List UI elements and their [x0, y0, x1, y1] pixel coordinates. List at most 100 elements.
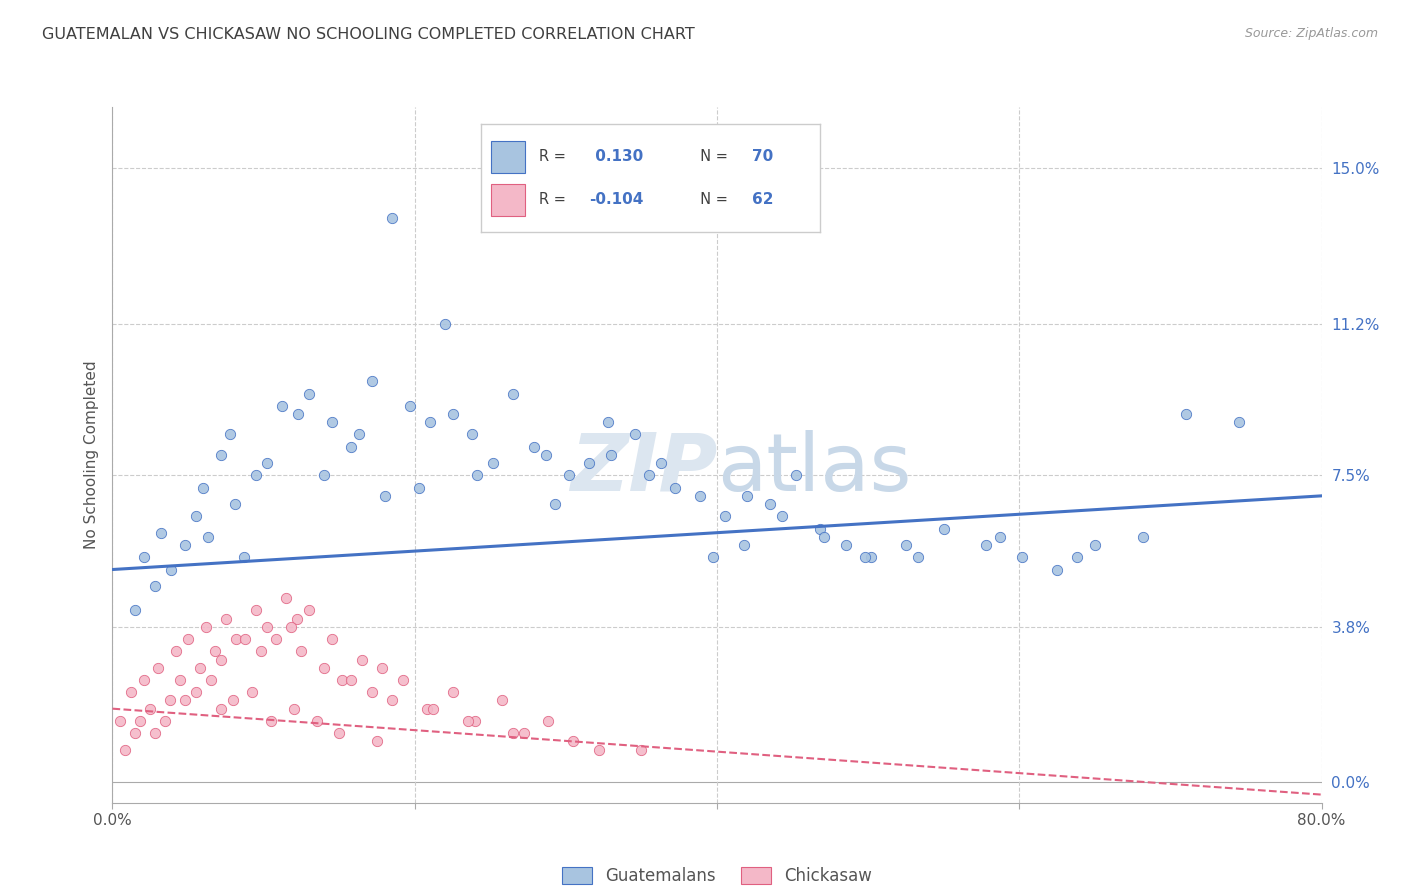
Point: [457, 714, 479, 728]
Point: [298, 386, 321, 401]
Point: [598, 415, 620, 429]
Point: [233, 550, 256, 565]
Point: [191, 481, 215, 495]
Point: [276, 591, 298, 606]
Point: [465, 468, 488, 483]
Point: [860, 550, 883, 565]
Point: [366, 734, 388, 748]
Point: [512, 726, 534, 740]
Point: [330, 673, 353, 687]
Point: [502, 726, 524, 740]
Point: [314, 468, 336, 483]
Point: [139, 701, 162, 715]
Point: [1132, 530, 1154, 544]
Point: [391, 673, 413, 687]
Point: [114, 742, 136, 756]
Point: [155, 714, 177, 728]
Point: [1227, 415, 1250, 429]
Point: [381, 693, 404, 707]
Point: [422, 701, 444, 715]
Point: [1046, 562, 1069, 576]
Point: [285, 612, 308, 626]
Y-axis label: No Schooling Completed: No Schooling Completed: [83, 360, 98, 549]
Point: [1174, 407, 1197, 421]
Point: [733, 538, 755, 552]
Point: [1011, 550, 1033, 565]
Point: [195, 620, 218, 634]
Point: [491, 693, 513, 707]
Point: [197, 530, 219, 544]
Point: [974, 538, 997, 552]
Point: [264, 632, 287, 646]
Point: [290, 644, 312, 658]
Point: [240, 685, 263, 699]
Point: [120, 685, 142, 699]
Point: [347, 427, 370, 442]
Point: [305, 714, 328, 728]
Point: [215, 612, 238, 626]
Point: [146, 661, 169, 675]
Legend: Guatemalans, Chickasaw: Guatemalans, Chickasaw: [562, 867, 872, 885]
Point: [209, 701, 232, 715]
Point: [894, 538, 917, 552]
Point: [350, 652, 373, 666]
Point: [370, 661, 392, 675]
Point: [813, 530, 835, 544]
Point: [381, 211, 404, 225]
Point: [245, 468, 267, 483]
Point: [159, 693, 181, 707]
Point: [235, 632, 257, 646]
Point: [562, 734, 585, 748]
Point: [537, 714, 560, 728]
Point: [808, 522, 831, 536]
Point: [287, 407, 309, 421]
Point: [280, 620, 302, 634]
Point: [224, 497, 246, 511]
Point: [630, 742, 652, 756]
Point: [134, 550, 156, 565]
Point: [124, 726, 146, 740]
Point: [321, 632, 343, 646]
Point: [328, 726, 350, 740]
Point: [461, 427, 484, 442]
Point: [737, 489, 759, 503]
Point: [222, 693, 245, 707]
Point: [558, 468, 581, 483]
Point: [689, 489, 711, 503]
Point: [340, 673, 363, 687]
Point: [1084, 538, 1107, 552]
Point: [124, 603, 146, 617]
Point: [664, 481, 686, 495]
Point: [702, 550, 724, 565]
Point: [434, 317, 457, 331]
Point: [988, 530, 1011, 544]
Point: [588, 742, 610, 756]
Point: [321, 415, 343, 429]
Point: [149, 525, 172, 540]
Point: [256, 620, 278, 634]
Point: [464, 714, 486, 728]
Point: [184, 685, 207, 699]
Point: [177, 632, 200, 646]
Point: [108, 714, 131, 728]
Text: Source: ZipAtlas.com: Source: ZipAtlas.com: [1244, 27, 1378, 40]
Point: [174, 693, 197, 707]
Point: [184, 509, 207, 524]
Point: [209, 448, 232, 462]
Point: [204, 644, 226, 658]
Point: [408, 481, 430, 495]
Point: [143, 726, 166, 740]
Point: [482, 456, 505, 470]
Point: [441, 407, 464, 421]
Point: [270, 399, 292, 413]
Point: [260, 714, 283, 728]
Point: [361, 685, 384, 699]
Point: [600, 448, 623, 462]
Point: [502, 386, 524, 401]
Point: [340, 440, 363, 454]
Point: [298, 603, 321, 617]
Point: [853, 550, 876, 565]
Point: [219, 427, 242, 442]
Point: [419, 415, 441, 429]
Point: [578, 456, 600, 470]
